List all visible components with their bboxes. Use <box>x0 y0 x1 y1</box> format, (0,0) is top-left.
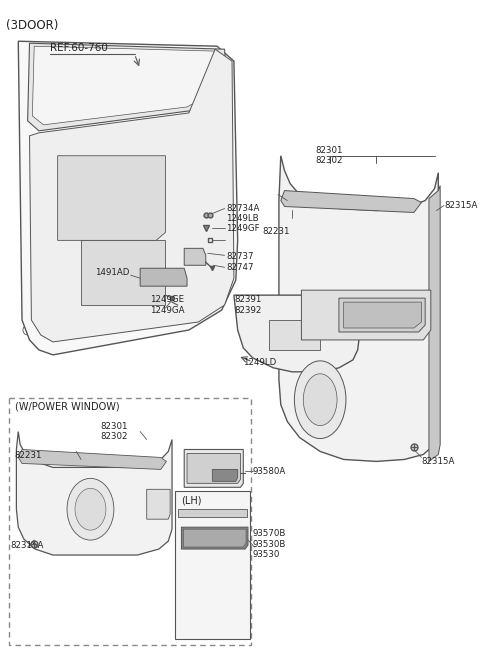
Text: 82734A
1249LB
1249GF: 82734A 1249LB 1249GF <box>227 204 260 233</box>
Text: 82315A: 82315A <box>421 457 455 466</box>
Text: (3DOOR): (3DOOR) <box>6 19 59 32</box>
Polygon shape <box>140 269 187 286</box>
Polygon shape <box>234 295 360 372</box>
Polygon shape <box>281 191 421 212</box>
Polygon shape <box>147 489 170 519</box>
Polygon shape <box>301 290 431 340</box>
Text: 82301
82302: 82301 82302 <box>316 146 343 165</box>
Bar <box>230 531 240 545</box>
Text: 82315A: 82315A <box>444 200 477 210</box>
Polygon shape <box>187 453 240 483</box>
Text: 1249GE
1249GA: 1249GE 1249GA <box>150 295 184 314</box>
Text: (LH): (LH) <box>181 495 202 505</box>
Bar <box>203 531 213 545</box>
Polygon shape <box>279 156 438 461</box>
Polygon shape <box>181 527 248 549</box>
Circle shape <box>43 257 76 293</box>
Polygon shape <box>183 529 246 547</box>
Bar <box>189 531 199 545</box>
Polygon shape <box>269 320 320 350</box>
Text: 93570B
93530B
93530: 93570B 93530B 93530 <box>252 529 286 559</box>
Polygon shape <box>18 41 238 355</box>
Polygon shape <box>212 470 238 481</box>
Polygon shape <box>18 449 167 470</box>
Ellipse shape <box>75 489 106 530</box>
Text: (W/POWER WINDOW): (W/POWER WINDOW) <box>14 402 119 412</box>
Polygon shape <box>184 248 206 265</box>
Polygon shape <box>81 240 166 305</box>
Text: REF.60-760: REF.60-760 <box>50 43 108 53</box>
Polygon shape <box>178 509 247 517</box>
Text: 82737
82747: 82737 82747 <box>227 252 254 272</box>
Text: 82391
82392: 82391 82392 <box>234 295 261 314</box>
Text: 82231: 82231 <box>14 451 42 460</box>
Polygon shape <box>429 185 440 461</box>
Polygon shape <box>58 156 166 240</box>
Text: 1491AD: 1491AD <box>95 269 130 277</box>
Ellipse shape <box>303 374 337 426</box>
Ellipse shape <box>67 478 114 540</box>
Polygon shape <box>29 49 234 342</box>
Ellipse shape <box>284 328 304 342</box>
Circle shape <box>52 267 67 283</box>
Polygon shape <box>344 302 421 328</box>
Polygon shape <box>339 298 425 332</box>
Text: 82301
82302: 82301 82302 <box>100 422 128 441</box>
Text: 82231: 82231 <box>262 227 289 236</box>
Polygon shape <box>184 449 243 487</box>
Text: 93580A: 93580A <box>252 468 286 476</box>
Polygon shape <box>16 432 172 555</box>
Text: 82315A: 82315A <box>11 541 44 550</box>
Circle shape <box>33 248 86 303</box>
Bar <box>217 531 228 545</box>
Polygon shape <box>28 43 227 131</box>
Bar <box>175 491 250 639</box>
Polygon shape <box>32 47 220 125</box>
Ellipse shape <box>294 361 346 439</box>
Text: 1249LD: 1249LD <box>243 358 276 367</box>
